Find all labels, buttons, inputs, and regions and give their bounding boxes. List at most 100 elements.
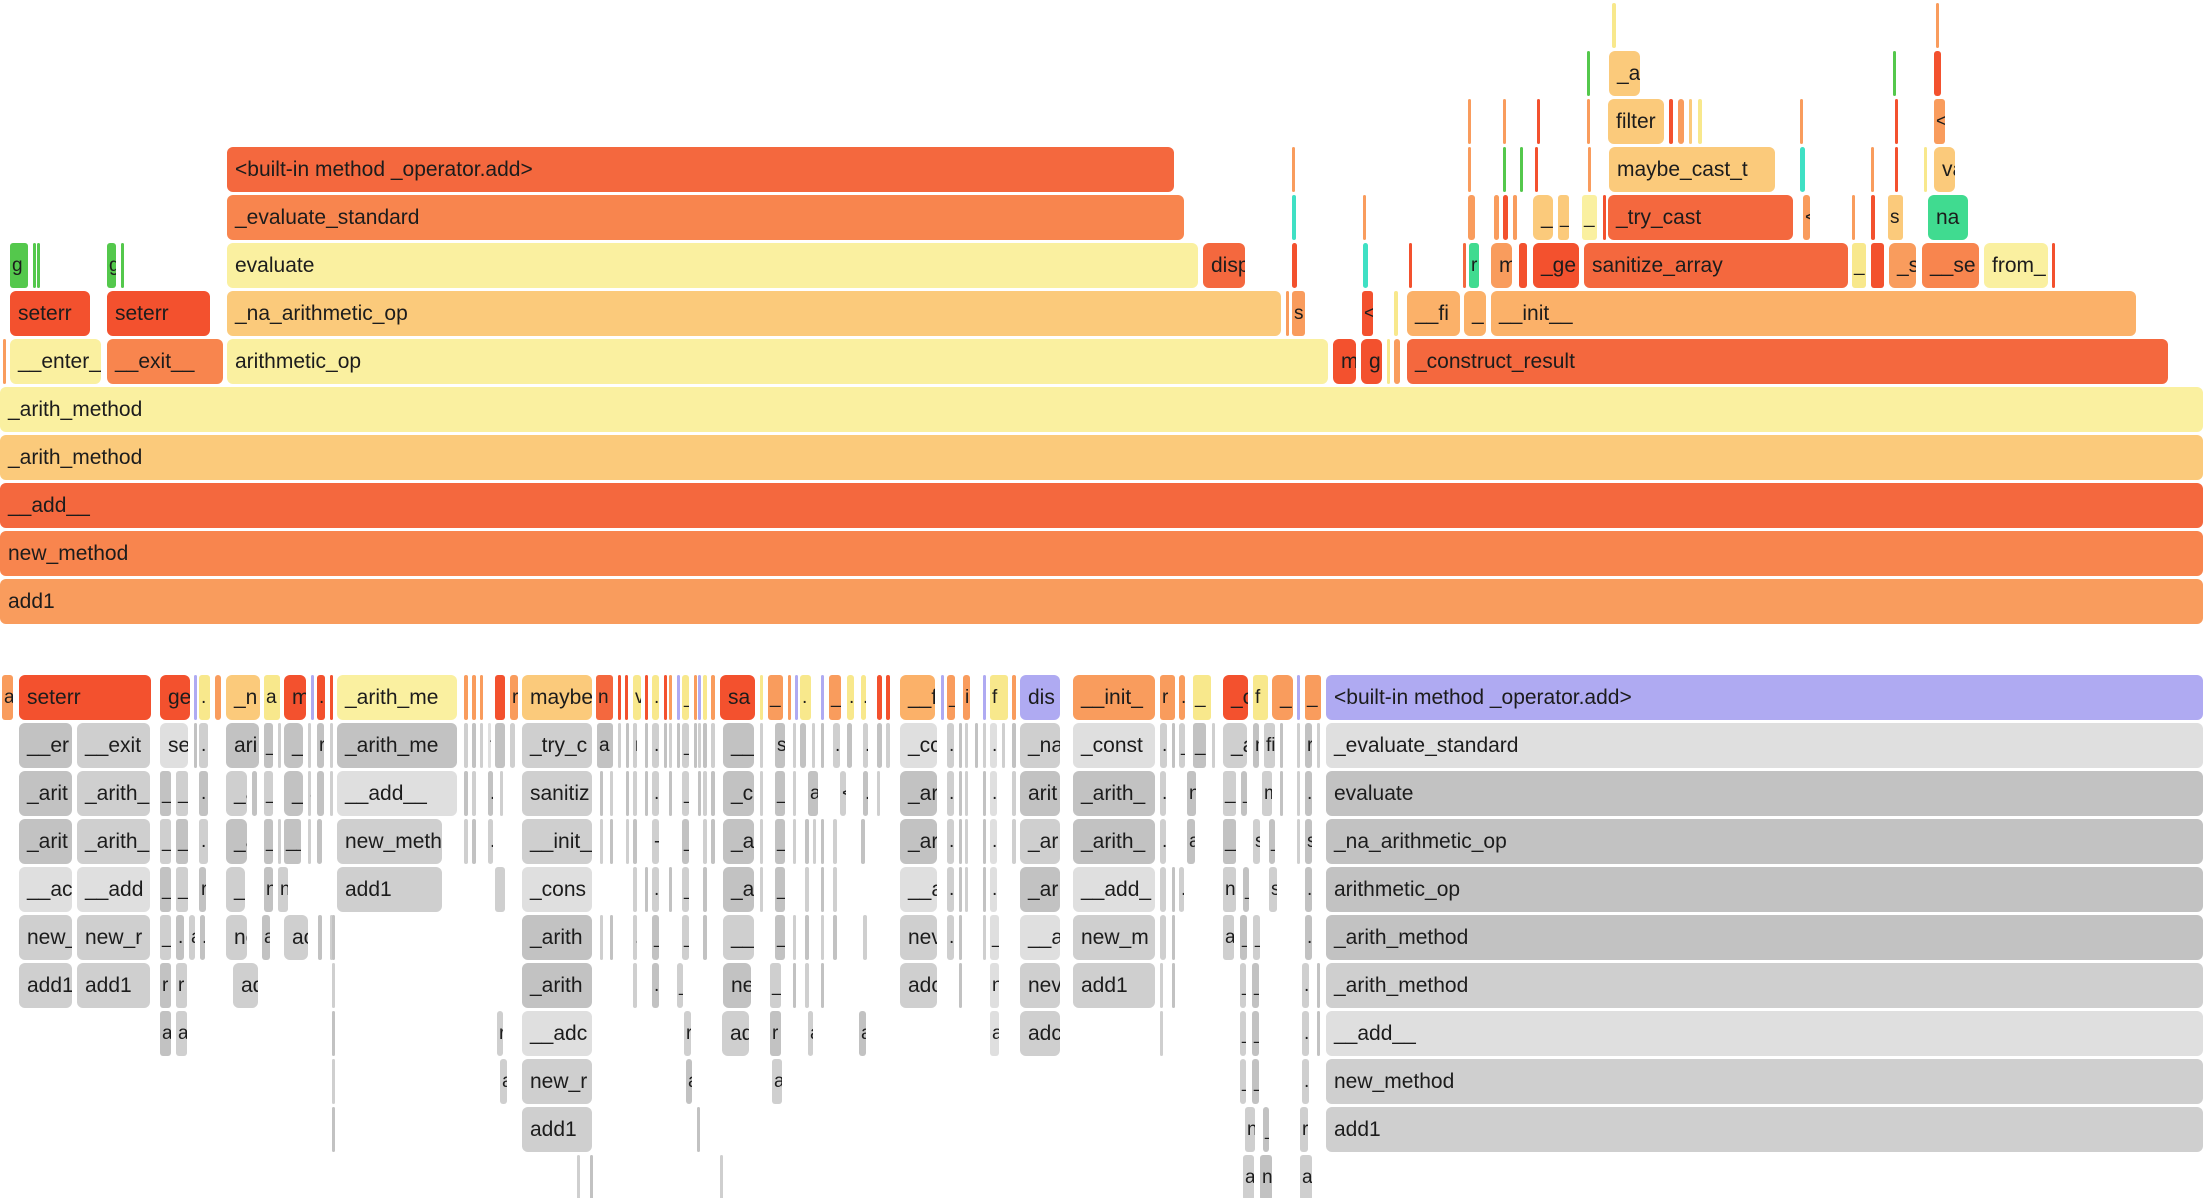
flame-frame[interactable] bbox=[833, 867, 837, 912]
flame-frame[interactable]: a bbox=[160, 1011, 171, 1056]
flame-frame[interactable] bbox=[318, 915, 322, 960]
flame-frame[interactable] bbox=[703, 771, 707, 816]
flame-frame[interactable] bbox=[694, 723, 697, 768]
flame-frame[interactable] bbox=[697, 1107, 700, 1152]
flame-frame[interactable]: < bbox=[1362, 291, 1373, 336]
flame-frame[interactable] bbox=[1409, 243, 1412, 288]
flame-frame[interactable]: __exit bbox=[77, 723, 150, 768]
flame-frame[interactable]: _ge bbox=[1533, 243, 1579, 288]
flame-frame[interactable]: a bbox=[264, 675, 280, 720]
flame-frame[interactable] bbox=[1317, 723, 1320, 768]
flame-frame[interactable]: add1 bbox=[522, 1107, 592, 1152]
flame-frame[interactable]: . bbox=[199, 819, 208, 864]
flame-frame[interactable] bbox=[1286, 291, 1289, 336]
flame-frame[interactable]: _ bbox=[176, 867, 188, 912]
flame-frame[interactable]: n bbox=[596, 675, 613, 720]
flame-frame[interactable] bbox=[633, 819, 637, 864]
flame-frame[interactable] bbox=[633, 867, 637, 912]
flame-frame[interactable] bbox=[983, 819, 986, 864]
flame-frame[interactable] bbox=[472, 675, 476, 720]
flame-frame[interactable]: __add__ bbox=[0, 483, 2203, 528]
flame-frame[interactable]: _ bbox=[1240, 1059, 1246, 1104]
flame-frame[interactable] bbox=[1280, 771, 1283, 816]
flame-frame[interactable]: ari bbox=[226, 723, 259, 768]
flame-frame[interactable] bbox=[694, 675, 697, 720]
flame-frame[interactable]: _na bbox=[1020, 723, 1060, 768]
flame-frame[interactable]: _try_c bbox=[522, 723, 592, 768]
flame-frame[interactable] bbox=[965, 867, 968, 912]
flame-frame[interactable] bbox=[821, 867, 824, 912]
flame-frame[interactable]: . bbox=[176, 915, 184, 960]
flame-frame[interactable] bbox=[1387, 339, 1390, 384]
flame-frame[interactable]: _a bbox=[226, 771, 247, 816]
flame-frame[interactable] bbox=[959, 915, 962, 960]
flame-frame[interactable] bbox=[669, 771, 672, 816]
flame-frame[interactable]: . bbox=[200, 915, 205, 960]
flame-frame[interactable]: __init_ bbox=[522, 819, 592, 864]
flame-frame[interactable] bbox=[703, 915, 707, 960]
flame-frame[interactable] bbox=[633, 963, 637, 1008]
flame-frame[interactable]: adc bbox=[1020, 1011, 1060, 1056]
flame-frame[interactable]: r bbox=[510, 675, 518, 720]
flame-frame[interactable]: . bbox=[626, 819, 629, 864]
flame-frame[interactable] bbox=[1800, 99, 1803, 144]
flame-frame[interactable] bbox=[1297, 819, 1300, 864]
flame-frame[interactable]: _ bbox=[264, 771, 273, 816]
flame-frame[interactable] bbox=[886, 723, 890, 768]
flame-frame[interactable]: add1 bbox=[1326, 1107, 2203, 1152]
flame-frame[interactable]: . bbox=[990, 723, 997, 768]
flame-frame[interactable] bbox=[1852, 195, 1855, 240]
flame-frame[interactable] bbox=[1588, 147, 1591, 192]
flame-frame[interactable] bbox=[664, 675, 667, 720]
flame-frame[interactable] bbox=[1895, 99, 1898, 144]
flame-frame[interactable] bbox=[645, 675, 648, 720]
flame-frame[interactable] bbox=[308, 723, 311, 768]
flame-frame[interactable] bbox=[1280, 723, 1283, 768]
flame-frame[interactable]: evaluate bbox=[227, 243, 1198, 288]
flame-frame[interactable]: n bbox=[278, 867, 288, 912]
flame-frame[interactable] bbox=[1468, 147, 1471, 192]
flame-frame[interactable]: new_meth bbox=[337, 819, 442, 864]
flame-frame[interactable]: _ bbox=[264, 723, 273, 768]
flame-frame[interactable]: _ bbox=[1263, 1107, 1269, 1152]
flame-frame[interactable]: new_r bbox=[522, 1059, 592, 1104]
flame-frame[interactable]: r bbox=[770, 1011, 781, 1056]
flame-frame[interactable] bbox=[330, 723, 333, 768]
flame-frame[interactable]: g bbox=[1361, 339, 1382, 384]
flame-frame[interactable]: _ar bbox=[1020, 819, 1060, 864]
flame-frame[interactable]: _ bbox=[682, 675, 689, 720]
flame-frame[interactable]: g bbox=[10, 243, 28, 288]
flame-frame[interactable]: i bbox=[963, 675, 970, 720]
flame-frame[interactable]: a bbox=[176, 1011, 187, 1056]
flame-frame[interactable]: . bbox=[1160, 771, 1166, 816]
flame-frame[interactable]: _c bbox=[723, 771, 754, 816]
flame-frame[interactable] bbox=[1537, 99, 1540, 144]
flame-frame[interactable] bbox=[626, 723, 629, 768]
flame-frame[interactable]: _arith_ bbox=[1073, 819, 1155, 864]
flame-frame[interactable] bbox=[311, 675, 314, 720]
flame-frame[interactable] bbox=[1317, 963, 1320, 1008]
flame-frame[interactable] bbox=[330, 915, 333, 960]
flame-frame[interactable] bbox=[664, 723, 667, 768]
flame-frame[interactable]: s bbox=[1269, 867, 1277, 912]
flame-frame[interactable]: _ bbox=[775, 867, 785, 912]
flame-frame[interactable]: s bbox=[775, 723, 785, 768]
flame-frame[interactable] bbox=[812, 723, 815, 768]
flame-frame[interactable]: _ bbox=[1252, 1011, 1259, 1056]
flame-frame[interactable]: __er bbox=[19, 723, 72, 768]
flame-frame[interactable] bbox=[760, 675, 763, 720]
flame-frame[interactable]: disp bbox=[1203, 243, 1245, 288]
flame-frame[interactable]: . bbox=[863, 723, 868, 768]
flame-frame[interactable]: r bbox=[176, 963, 187, 1008]
flame-frame[interactable]: _ bbox=[1193, 675, 1211, 720]
flame-frame[interactable] bbox=[669, 723, 672, 768]
flame-frame[interactable]: s bbox=[1292, 291, 1305, 336]
flame-frame[interactable] bbox=[1160, 867, 1166, 912]
flame-frame[interactable] bbox=[1160, 1011, 1163, 1056]
flame-frame[interactable]: ad bbox=[722, 1011, 749, 1056]
flame-frame[interactable] bbox=[1012, 675, 1016, 720]
flame-frame[interactable]: _evaluate_standard bbox=[227, 195, 1184, 240]
flame-frame[interactable] bbox=[633, 771, 637, 816]
flame-frame[interactable] bbox=[1678, 99, 1684, 144]
flame-frame[interactable] bbox=[480, 675, 483, 720]
